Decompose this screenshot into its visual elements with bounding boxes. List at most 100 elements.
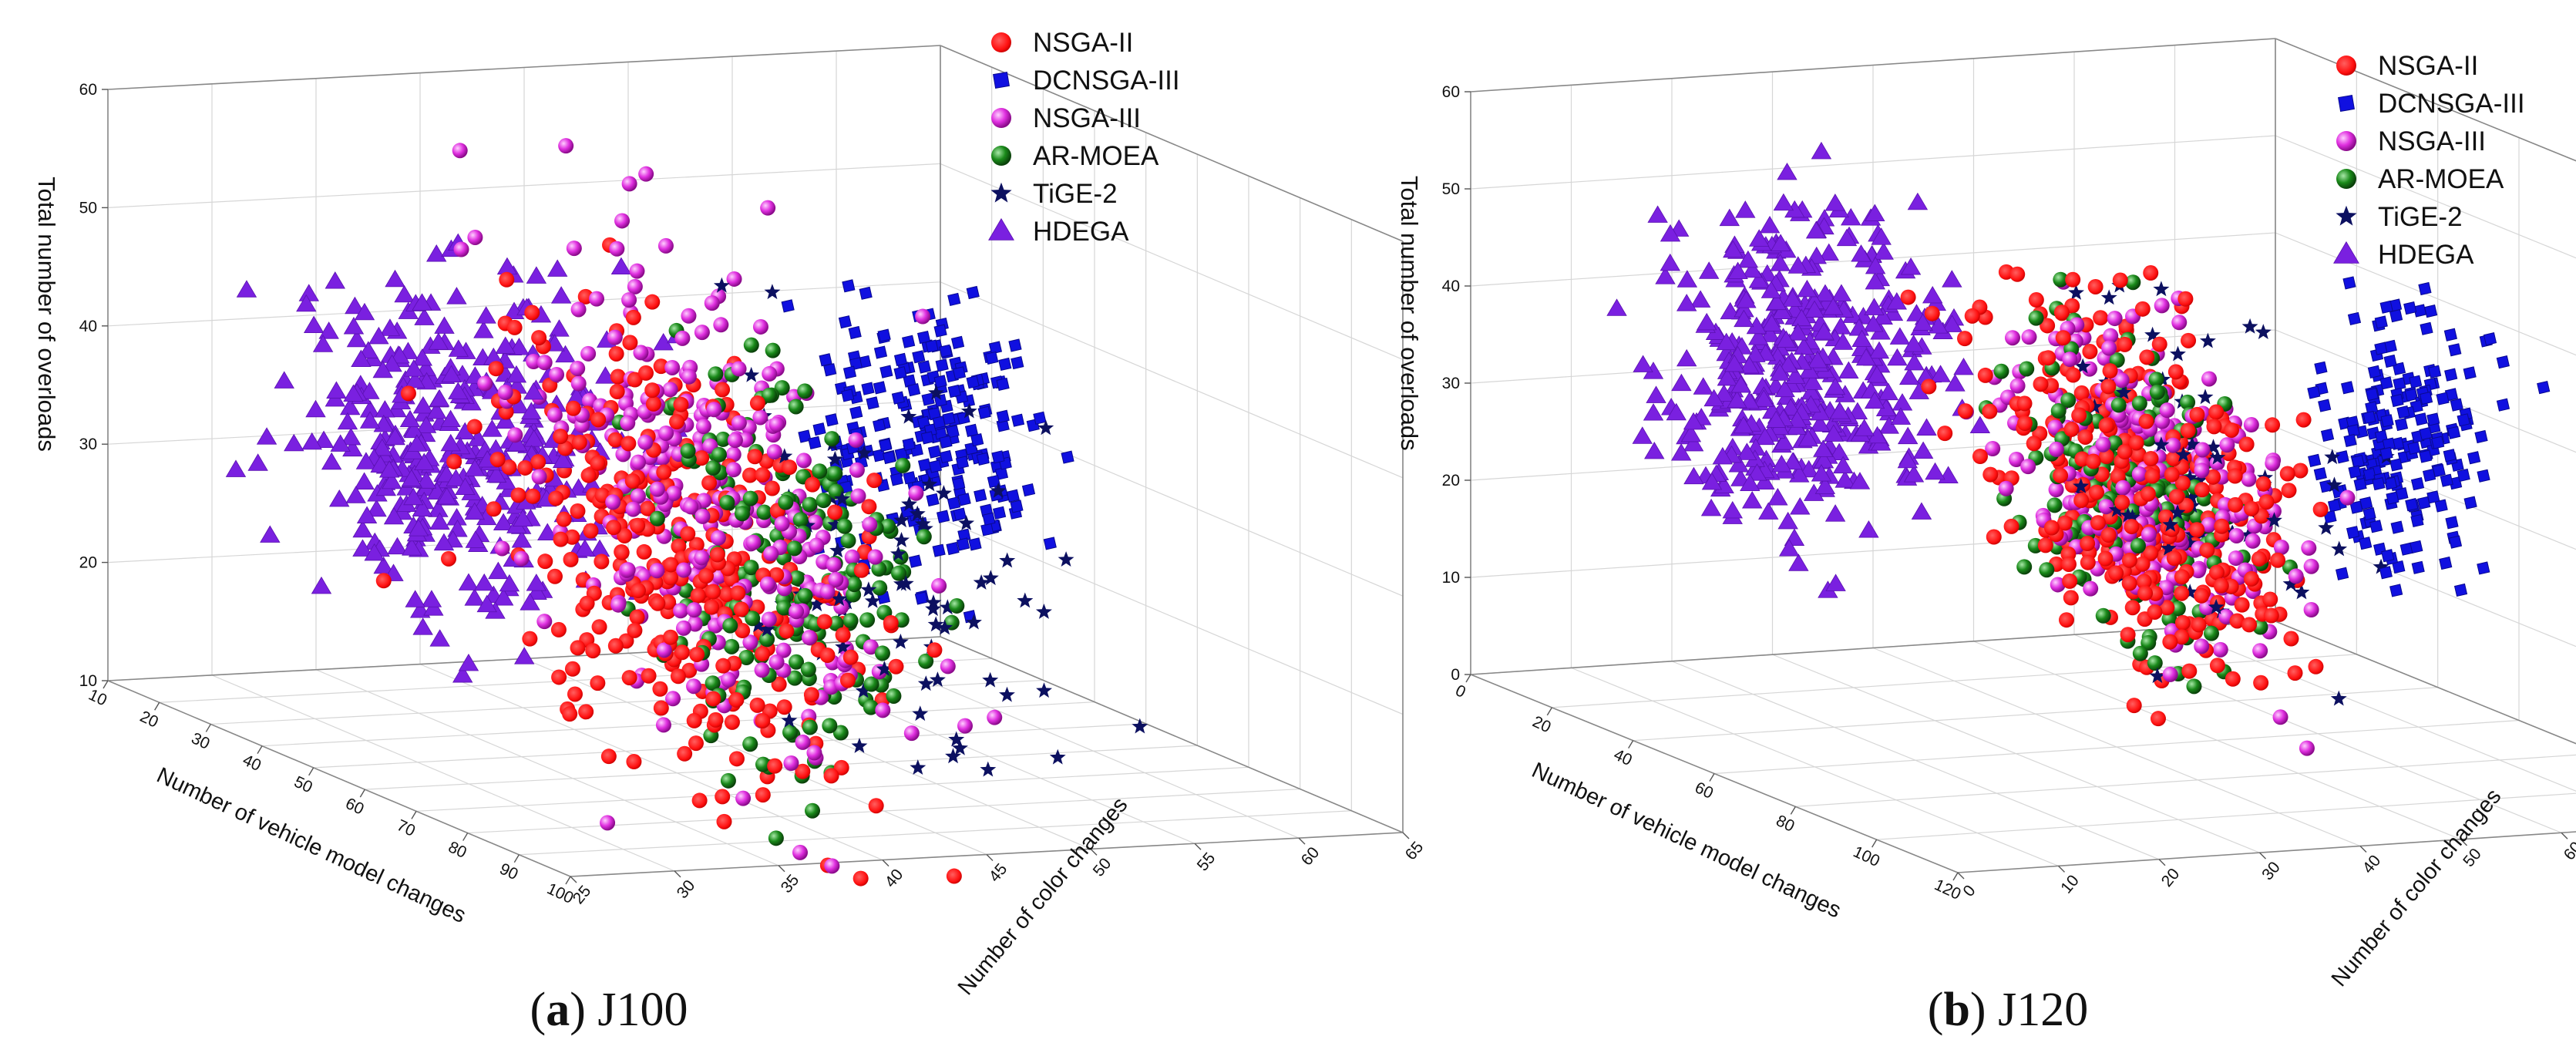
point-ar-moea bbox=[722, 617, 738, 634]
point-hdega bbox=[351, 349, 372, 368]
axis-edge bbox=[107, 680, 571, 877]
point-nsga-ii bbox=[2098, 449, 2114, 465]
point-dcnsga-iii bbox=[968, 537, 982, 551]
point-hdega bbox=[488, 561, 509, 580]
point-ar-moea bbox=[715, 431, 731, 447]
point-hdega bbox=[2333, 241, 2359, 264]
y-tick-mark bbox=[2058, 865, 2065, 873]
point-dcnsga-iii bbox=[2443, 449, 2457, 463]
point-hdega bbox=[426, 244, 447, 262]
caption-letter: b bbox=[1943, 984, 1969, 1036]
point-dcnsga-iii bbox=[2362, 506, 2376, 521]
point-hdega bbox=[1727, 390, 1747, 409]
point-dcnsga-iii bbox=[1061, 450, 1074, 464]
grid-line bbox=[836, 641, 1300, 839]
point-ar-moea bbox=[2170, 601, 2186, 617]
point-nsga-ii bbox=[2281, 483, 2297, 499]
point-nsga-iii bbox=[2115, 479, 2131, 496]
point-hdega bbox=[1747, 463, 1767, 481]
point-tige-2 bbox=[1132, 718, 1148, 734]
point-nsga-ii bbox=[653, 358, 669, 375]
point-nsga-ii bbox=[1972, 449, 1988, 465]
point-nsga-ii bbox=[2253, 675, 2269, 691]
point-hdega bbox=[372, 438, 392, 456]
point-ar-moea bbox=[840, 533, 856, 549]
point-nsga-ii bbox=[441, 550, 457, 567]
point-nsga-ii bbox=[705, 691, 721, 707]
x-tick-mark bbox=[1465, 674, 1471, 683]
axis-edge bbox=[107, 45, 941, 90]
point-hdega bbox=[1777, 355, 1799, 373]
point-nsga-ii bbox=[1924, 305, 1940, 321]
point-hdega bbox=[464, 502, 485, 520]
point-nsga-ii bbox=[2128, 435, 2144, 451]
point-tige-2 bbox=[2184, 436, 2201, 452]
point-dcnsga-iii bbox=[2419, 449, 2433, 463]
point-dcnsga-iii bbox=[2342, 276, 2356, 290]
point-ar-moea bbox=[846, 577, 863, 593]
point-hdega bbox=[1922, 285, 1943, 304]
z-tick-label: 30 bbox=[1442, 375, 1460, 392]
point-hdega bbox=[1865, 271, 1885, 290]
point-nsga-iii bbox=[2141, 526, 2157, 543]
point-nsga-iii bbox=[610, 597, 627, 613]
point-hdega bbox=[506, 433, 528, 452]
point-nsga-iii bbox=[795, 734, 811, 750]
y-tick-mark bbox=[2460, 839, 2467, 846]
point-hdega bbox=[1742, 491, 1763, 509]
point-nsga-ii bbox=[645, 395, 661, 412]
point-nsga-ii bbox=[2040, 318, 2056, 334]
point-tige-2 bbox=[2241, 318, 2258, 334]
point-nsga-ii bbox=[2016, 395, 2033, 412]
point-hdega bbox=[364, 543, 385, 561]
point-dcnsga-iii bbox=[2380, 414, 2394, 428]
point-dcnsga-iii bbox=[866, 396, 879, 410]
point-hdega bbox=[1716, 332, 1737, 351]
point-dcnsga-iii bbox=[908, 554, 923, 568]
point-nsga-iii bbox=[849, 462, 865, 478]
point-nsga-ii bbox=[2065, 271, 2081, 288]
point-nsga-iii bbox=[731, 415, 747, 431]
point-nsga-iii bbox=[2245, 533, 2261, 549]
point-tige-2 bbox=[2169, 504, 2186, 520]
point-ar-moea bbox=[832, 725, 849, 741]
point-nsga-ii bbox=[2166, 550, 2182, 567]
point-nsga-iii bbox=[2299, 740, 2315, 756]
point-hdega bbox=[610, 257, 632, 275]
point-nsga-ii bbox=[2088, 484, 2104, 500]
point-hdega bbox=[340, 397, 361, 415]
point-dcnsga-iii bbox=[2537, 380, 2551, 395]
point-nsga-ii bbox=[2087, 278, 2104, 294]
point-nsga-ii bbox=[2080, 554, 2096, 570]
point-tige-2 bbox=[973, 574, 990, 590]
point-nsga-iii bbox=[664, 359, 681, 375]
point-tige-2 bbox=[2153, 281, 2170, 297]
point-nsga-iii bbox=[763, 546, 779, 562]
grid-line bbox=[940, 163, 1404, 360]
point-dcnsga-iii bbox=[2436, 392, 2450, 405]
point-ar-moea bbox=[874, 645, 890, 661]
point-nsga-ii bbox=[2181, 663, 2198, 679]
point-hdega bbox=[1797, 429, 1819, 447]
point-nsga-ii bbox=[2134, 301, 2151, 317]
point-nsga-ii bbox=[2194, 482, 2210, 498]
point-hdega bbox=[368, 326, 389, 345]
point-nsga-iii bbox=[609, 241, 625, 257]
point-dcnsga-iii bbox=[974, 489, 987, 503]
point-dcnsga-iii bbox=[2447, 426, 2461, 439]
point-dcnsga-iii bbox=[819, 353, 832, 367]
point-hdega bbox=[1865, 256, 1886, 274]
point-ar-moea bbox=[786, 540, 802, 557]
point-nsga-ii bbox=[2090, 515, 2106, 531]
point-hdega bbox=[550, 286, 572, 304]
point-nsga-ii bbox=[565, 400, 581, 416]
point-dcnsga-iii bbox=[2407, 441, 2421, 455]
point-ar-moea bbox=[745, 611, 761, 627]
point-hdega bbox=[1671, 373, 1692, 392]
point-nsga-iii bbox=[686, 602, 702, 618]
point-nsga-ii bbox=[637, 365, 654, 381]
point-dcnsga-iii bbox=[2372, 476, 2386, 491]
point-tige-2 bbox=[2175, 446, 2192, 462]
point-nsga-iii bbox=[1985, 441, 2001, 457]
